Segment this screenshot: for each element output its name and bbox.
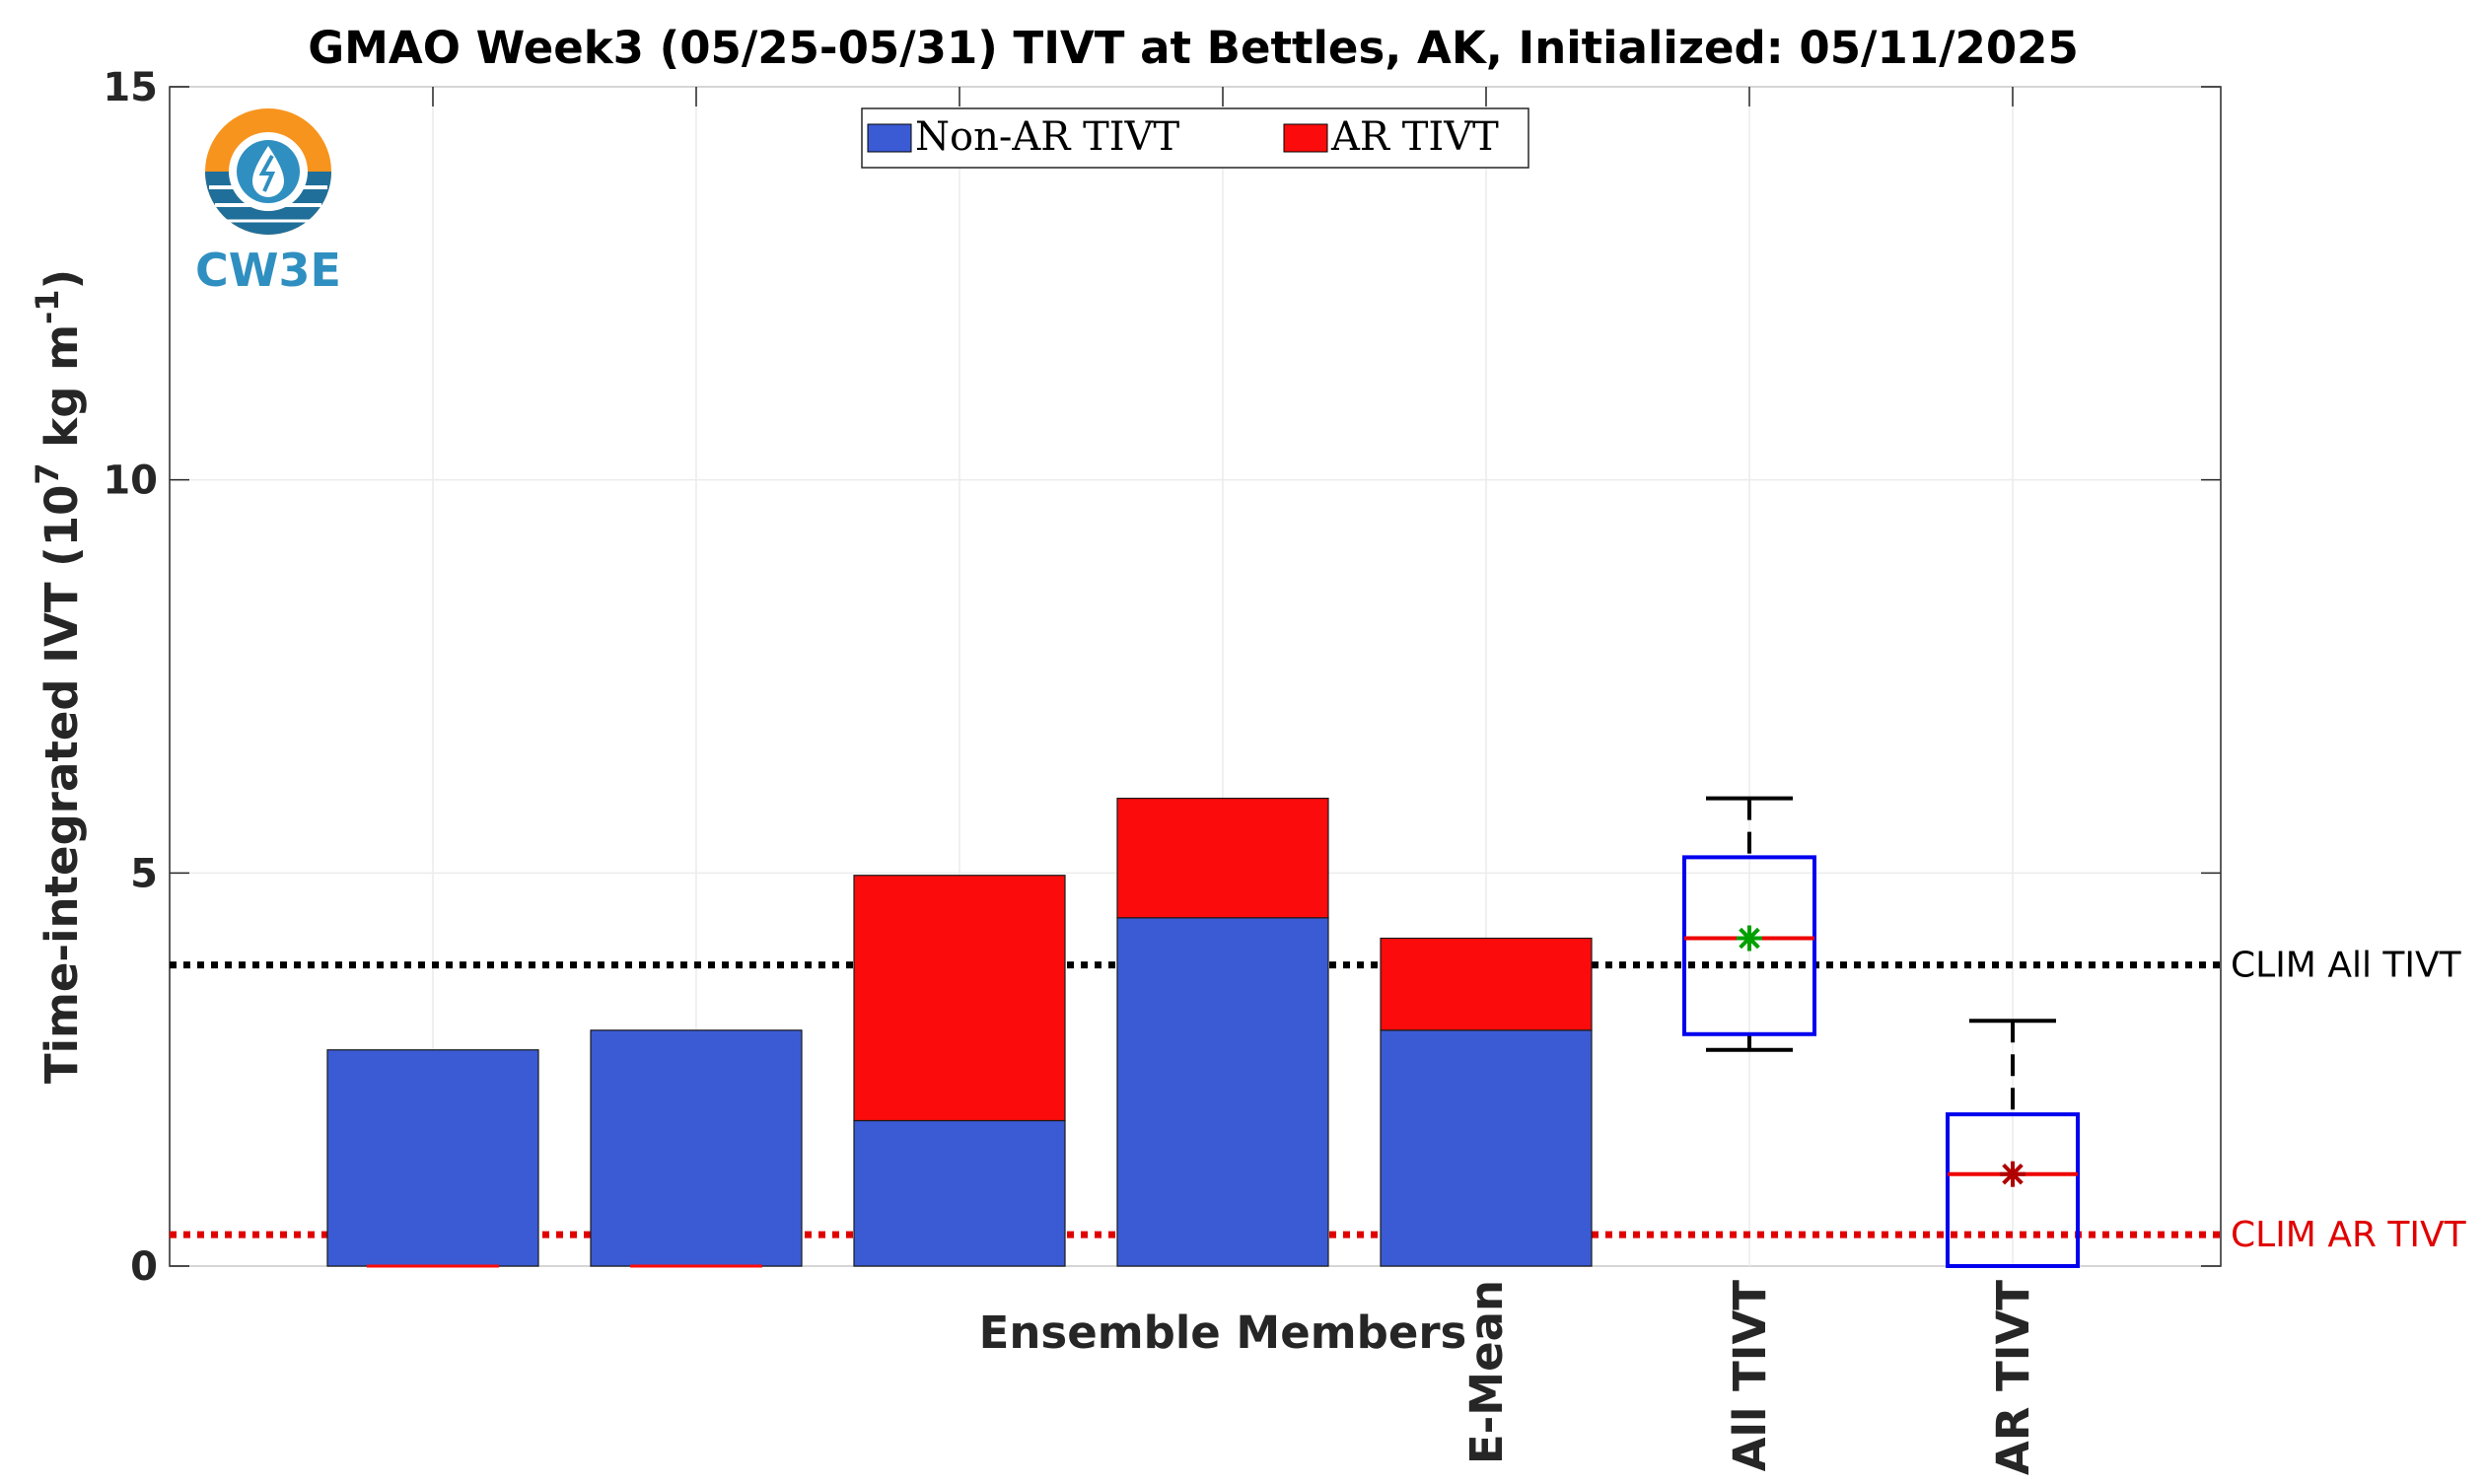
bar-segment	[1380, 1029, 1593, 1267]
x-tick-label: All TIVT	[1724, 1280, 1776, 1472]
logo-text: CW3E	[195, 244, 341, 297]
ref-line-label: CLIM All TIVT	[2231, 946, 2462, 986]
y-tick-label: 15	[103, 65, 158, 110]
bar-segment	[590, 1029, 803, 1267]
cw3e-logo: CW3E	[195, 108, 341, 297]
x-axis-label: Ensemble Members	[979, 1307, 1467, 1359]
bar-segment	[1116, 797, 1329, 919]
y-ticks: 0 5 10 15	[103, 65, 2221, 1290]
bar-segment	[853, 1119, 1066, 1267]
y-axis-label: Time-integrated IVT (107 kg m-1)	[29, 269, 88, 1084]
box-mean-marker	[1737, 925, 1762, 952]
chart-title: GMAO Week3 (05/25-05/31) TIVT at Bettles…	[308, 22, 2079, 74]
legend-swatch-non-ar	[867, 123, 912, 153]
legend-label-non-ar: Non-AR TIVT	[915, 114, 1179, 160]
box-mean-marker	[2000, 1161, 2025, 1187]
box-iqr	[1946, 1112, 2080, 1268]
y-tick-label: 10	[103, 459, 158, 504]
x-tick-label: E-Mean	[1460, 1280, 1513, 1464]
legend-swatch-ar	[1283, 123, 1328, 153]
box-iqr	[1682, 855, 1816, 1036]
bar-segment	[1380, 937, 1593, 1031]
x-tick-label: AR TIVT	[1987, 1280, 2039, 1475]
legend-label-ar: AR TIVT	[1330, 114, 1499, 160]
ref-line-label: CLIM AR TIVT	[2231, 1215, 2467, 1255]
y-tick-label: 5	[130, 851, 158, 896]
bar-segment	[1116, 917, 1329, 1267]
y-tick-label: 0	[130, 1244, 158, 1290]
legend: Non-AR TIVT AR TIVT	[861, 107, 1529, 169]
x-tick-labels: E-Mean All TIVT AR TIVT	[1460, 1280, 2039, 1475]
bar-segment	[326, 1049, 539, 1267]
boxplots	[1682, 796, 2080, 1268]
bar-segment	[853, 875, 1066, 1122]
bars	[326, 797, 1593, 1268]
legend-box	[861, 107, 1529, 169]
